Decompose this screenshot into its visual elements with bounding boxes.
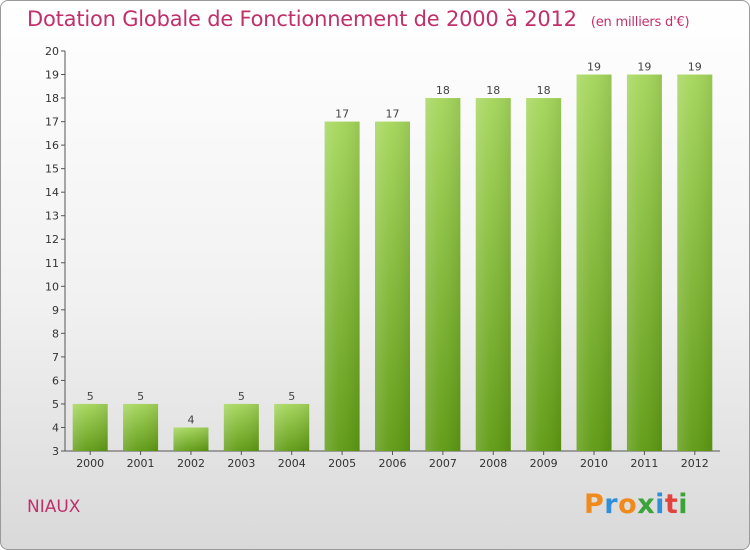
proxiti-logo: Proxiti	[584, 489, 688, 520]
bar-value-label: 5	[87, 390, 94, 403]
bar-value-label: 5	[137, 390, 144, 403]
y-tick-label: 18	[45, 92, 59, 105]
bar-shine	[274, 403, 310, 451]
chart-bars	[72, 74, 713, 452]
x-tick-label: 2000	[76, 457, 104, 470]
y-tick-label: 3	[52, 445, 59, 458]
y-tick-label: 17	[45, 116, 59, 129]
y-tick-label: 19	[45, 69, 59, 82]
y-tick-label: 15	[45, 163, 59, 176]
logo-letter: i	[655, 489, 665, 520]
commune-name: NIAUX	[27, 497, 81, 517]
bar-value-label: 18	[436, 84, 450, 97]
bar-value-label: 18	[537, 84, 551, 97]
bar-shine	[425, 98, 461, 451]
bar-value-label: 4	[187, 413, 194, 426]
y-tick-label: 16	[45, 139, 59, 152]
chart-unit: (en milliers d'€)	[590, 15, 690, 30]
logo-letter: t	[664, 489, 679, 520]
chart-labels: 2000 5 2001 5 2002 4 2003 5 2004 5 2005 17 2006 17 200…	[76, 61, 709, 470]
bar-shine	[123, 403, 159, 451]
bar-value-label: 18	[486, 84, 500, 97]
bar-value-label: 17	[386, 108, 400, 121]
x-tick-label: 2008	[479, 457, 507, 470]
x-tick-label: 2005	[328, 457, 356, 470]
bar-shine	[526, 98, 562, 451]
bar-value-label: 5	[238, 390, 245, 403]
y-tick-label: 6	[52, 374, 59, 387]
bar-value-label: 17	[335, 108, 349, 121]
logo-letter: o	[618, 489, 638, 520]
y-tick-label: 20	[45, 45, 59, 58]
y-tick-label: 4	[52, 421, 59, 434]
x-tick-label: 2002	[177, 457, 205, 470]
bar-shine	[324, 121, 360, 452]
bar-shine	[475, 98, 511, 451]
y-tick-label: 11	[45, 257, 59, 270]
y-tick-label: 5	[52, 398, 59, 411]
bar-shine	[375, 121, 410, 452]
x-tick-label: 2004	[278, 457, 306, 470]
x-tick-label: 2001	[127, 457, 155, 470]
bar-shine	[223, 403, 259, 451]
logo-letter: P	[584, 489, 605, 520]
bar-shine	[677, 74, 713, 451]
logo-letter: x	[637, 489, 656, 520]
y-tick-label: 14	[45, 186, 59, 199]
bar-shine	[626, 74, 662, 451]
x-tick-label: 2010	[580, 457, 608, 470]
bar-value-label: 5	[288, 390, 295, 403]
chart-title-text: Dotation Globale de Fonctionnement de 20…	[27, 7, 577, 31]
x-tick-label: 2011	[630, 457, 658, 470]
logo-letter: i	[678, 489, 689, 520]
x-tick-label: 2006	[379, 457, 407, 470]
logo-letter: r	[604, 489, 619, 520]
y-tick-label: 13	[45, 210, 59, 223]
bar-value-label: 19	[688, 61, 702, 74]
chart-title: Dotation Globale de Fonctionnement de 20…	[27, 7, 690, 31]
x-tick-label: 2007	[429, 457, 457, 470]
y-tick-label: 8	[52, 327, 59, 340]
bar-shine	[173, 427, 209, 451]
y-tick-label: 10	[45, 280, 59, 293]
bar-shine	[576, 74, 612, 451]
x-tick-label: 2009	[530, 457, 558, 470]
y-tick-label: 12	[45, 233, 59, 246]
bar-shine	[72, 403, 108, 451]
bar-value-label: 19	[587, 61, 601, 74]
bar-value-label: 19	[637, 61, 651, 74]
x-tick-label: 2003	[227, 457, 255, 470]
x-tick-label: 2012	[681, 457, 709, 470]
y-tick-label: 7	[52, 351, 59, 364]
y-tick-label: 9	[52, 304, 59, 317]
